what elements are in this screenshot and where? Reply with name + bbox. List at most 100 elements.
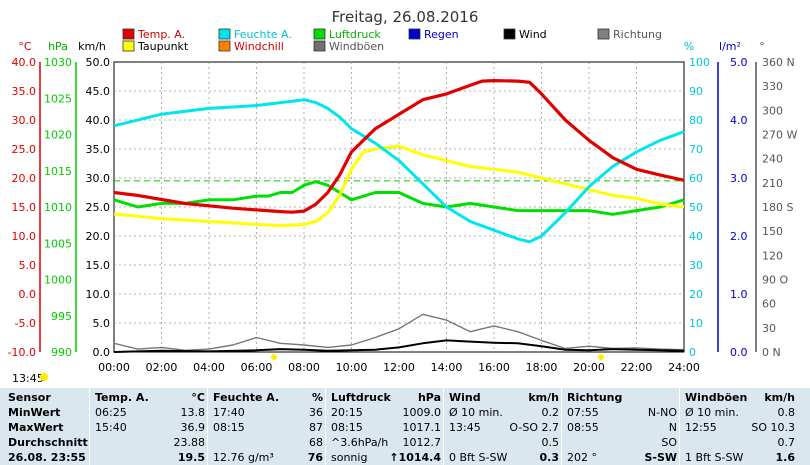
y-tick-label-temp: 20.0 xyxy=(12,172,37,185)
y-tick-label-humidity: 50 xyxy=(689,201,703,214)
series-line-luftdruck xyxy=(113,180,685,216)
table-cell: N xyxy=(668,421,677,434)
y-tick-label-rain: 2.0 xyxy=(730,230,748,243)
table-cell: 0.3 xyxy=(539,451,560,464)
legend-label: Luftdruck xyxy=(329,28,381,41)
table-cell: Temp. A. xyxy=(95,391,149,404)
column-divider xyxy=(443,388,444,465)
x-tick-label: 16:00 xyxy=(478,361,510,374)
table-cell: ^3.6hPa/h xyxy=(331,436,389,449)
table-cell: 76 xyxy=(307,451,323,464)
legend-label: Regen xyxy=(424,28,459,41)
y-tick-label-direction: 330 xyxy=(762,80,783,93)
table-cell: 0.5 xyxy=(541,436,560,449)
axis-unit-pressure: hPa xyxy=(48,40,68,53)
y-tick-label-speed: 0.0 xyxy=(93,346,111,359)
table-cell: 13:45 xyxy=(449,421,481,434)
y-tick-label-pressure: 1015 xyxy=(44,165,72,178)
y-tick-label-speed: 40.0 xyxy=(86,114,111,127)
x-tick-label: 08:00 xyxy=(288,361,320,374)
y-tick-label-humidity: 60 xyxy=(689,172,703,185)
series-line-wind xyxy=(113,339,685,353)
y-tick-label-speed: 50.0 xyxy=(86,56,111,69)
y-tick-label-speed: 45.0 xyxy=(86,85,111,98)
series-line-temp-a- xyxy=(113,78,685,214)
legend-label: Taupunkt xyxy=(137,40,189,53)
table-cell: 08:55 xyxy=(567,421,599,434)
y-tick-label-direction: 120 xyxy=(762,249,783,262)
y-tick-label-temp: 10.0 xyxy=(12,230,37,243)
weather-chart: Freitag, 26.08.2016 Temp. A. Feuchte A. Luf… xyxy=(8,8,798,385)
table-cell: 19.5 xyxy=(177,451,205,464)
x-tick-label: 14:00 xyxy=(431,361,463,374)
table-cell: N-NO xyxy=(647,406,677,419)
legend-swatch xyxy=(218,40,231,52)
current-time-label: 13:45 xyxy=(12,372,44,385)
x-tick-label: 12:00 xyxy=(383,361,415,374)
table-cell: 17:40 xyxy=(213,406,245,419)
table-cell: 15:40 xyxy=(95,421,127,434)
table-cell: O-SO 2.7 xyxy=(509,421,559,434)
y-tick-label-direction: 30 xyxy=(762,322,776,335)
chart-title: Freitag, 26.08.2016 xyxy=(332,8,479,26)
table-cell: 0 Bft S-SW xyxy=(449,451,508,464)
table-cell: km/h xyxy=(764,391,795,404)
table-cell: hPa xyxy=(417,391,441,404)
x-tick-label: 06:00 xyxy=(241,361,273,374)
y-tick-label-humidity: 70 xyxy=(689,143,703,156)
sun-icon xyxy=(40,373,48,381)
y-tick-label-humidity: 40 xyxy=(689,230,703,243)
table-cell: 20:15 xyxy=(331,406,363,419)
legend-swatch xyxy=(408,28,421,40)
table-cell: 12:55 xyxy=(685,421,717,434)
x-tick-label: 02:00 xyxy=(146,361,178,374)
y-tick-label-pressure: 1010 xyxy=(44,201,72,214)
y-tick-label-direction: 300 xyxy=(762,104,783,117)
legend-swatch xyxy=(218,28,231,40)
axis-unit-direction: ° xyxy=(759,40,765,53)
y-tick-label-temp: 35.0 xyxy=(12,85,37,98)
y-tick-label-humidity: 20 xyxy=(689,288,703,301)
table-cell: 1017.1 xyxy=(402,421,442,434)
table-cell: 36 xyxy=(309,406,323,419)
axis-unit-rain: l/m² xyxy=(719,40,741,53)
column-divider xyxy=(679,388,680,465)
table-cell: Ø 10 min. xyxy=(685,406,739,419)
y-tick-label-pressure: 1030 xyxy=(44,56,72,69)
axis-unit-temp: °C xyxy=(18,40,32,53)
table-cell: 0.8 xyxy=(777,406,796,419)
table-cell: 0.7 xyxy=(777,436,796,449)
x-tick-label: 24:00 xyxy=(668,361,700,374)
table-cell: MinWert xyxy=(8,406,61,419)
y-tick-label-speed: 35.0 xyxy=(86,143,111,156)
y-tick-label-direction: 150 xyxy=(762,225,783,238)
y-tick-label-direction: 210 xyxy=(762,177,783,190)
x-tick-label: 20:00 xyxy=(573,361,605,374)
table-cell: Windböen xyxy=(685,391,748,404)
y-tick-label-temp: 40.0 xyxy=(12,56,37,69)
table-cell: Richtung xyxy=(567,391,623,404)
y-tick-label-temp: 5.0 xyxy=(19,259,37,272)
y-tick-label-pressure: 1000 xyxy=(44,274,72,287)
y-tick-label-direction: 180 S xyxy=(762,201,793,214)
y-tick-label-temp: 0.0 xyxy=(19,288,37,301)
y-tick-label-direction: 240 xyxy=(762,153,783,166)
table-cell: 13.8 xyxy=(180,406,206,419)
table-cell: 12.76 g/m³ xyxy=(213,451,274,464)
table-cell: ↑1014.4 xyxy=(389,451,441,464)
y-tick-label-rain: 5.0 xyxy=(730,56,748,69)
y-tick-label-temp: 30.0 xyxy=(12,114,37,127)
table-cell: 87 xyxy=(309,421,323,434)
legend-label: Wind xyxy=(519,28,547,41)
table-cell: Luftdruck xyxy=(331,391,391,404)
legend-label: Windchill xyxy=(234,40,284,53)
sunrise-marker xyxy=(271,354,277,360)
y-tick-label-humidity: 80 xyxy=(689,114,703,127)
y-tick-label-direction: 270 W xyxy=(762,129,797,142)
legend-swatch xyxy=(313,40,326,52)
table-cell: sonnig xyxy=(331,451,368,464)
table-cell: 08:15 xyxy=(213,421,245,434)
x-tick-label: 00:00 xyxy=(98,361,130,374)
table-cell: Durchschnitt xyxy=(8,436,88,449)
y-tick-label-rain: 1.0 xyxy=(730,288,748,301)
